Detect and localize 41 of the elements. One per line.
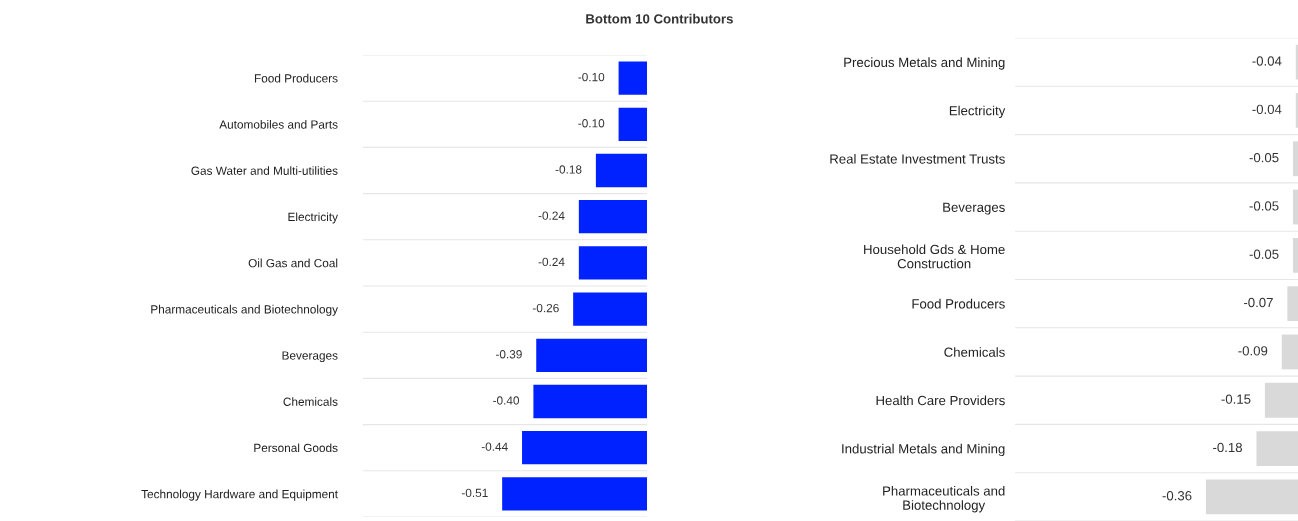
data-label: -0.07	[1243, 297, 1273, 308]
data-label: -0.18	[1213, 442, 1242, 453]
y-tick-label: Pharmaceuticals and Biotechnology	[151, 304, 338, 316]
data-label: -0.10	[578, 119, 605, 128]
y-tick-label: Technology Hardware and Equipment	[141, 489, 338, 501]
y-tick-label: Food Producers	[912, 298, 1005, 309]
data-label: -0.24	[538, 257, 565, 267]
y-tick-label: Chemicals	[944, 347, 1005, 357]
y-tick-label: Personal Goods	[254, 443, 338, 453]
y-tick-label: Electricity	[288, 212, 338, 224]
data-label: -0.24	[538, 211, 565, 220]
y-tick-label: Industrial Metals and Mining	[842, 443, 1005, 457]
data-label: -0.04	[1252, 56, 1282, 66]
y-tick-label: Oil Gas and Coal	[248, 258, 338, 268]
y-tick-label: Real Estate Investment Trusts	[830, 153, 1005, 164]
data-label: -0.05	[1249, 152, 1279, 163]
data-label: -0.44	[481, 442, 508, 451]
data-label: -0.04	[1252, 104, 1282, 114]
data-label: -0.26	[532, 303, 559, 313]
y-tick-label: Precious Metals and Mining	[844, 57, 1005, 70]
data-label: -0.10	[578, 72, 605, 82]
y-tick-label: Health Care Providers	[876, 395, 1005, 406]
data-label: -0.51	[461, 488, 488, 498]
y-tick-label: Pharmaceuticals and Biotechnology	[883, 485, 1005, 513]
y-tick-label: Food Producers	[254, 73, 338, 83]
data-label: -0.05	[1249, 249, 1279, 259]
y-tick-label: Chemicals	[283, 397, 338, 406]
data-label: -0.15	[1221, 394, 1251, 404]
y-tick-label: Gas Water and Multi-utilities	[191, 166, 338, 175]
y-tick-label: Automobiles and Parts	[219, 120, 338, 129]
chart-title: Bottom 10 Contributors	[586, 13, 733, 24]
y-tick-label: Beverages	[943, 202, 1005, 215]
y-tick-label: Beverages	[282, 351, 338, 363]
data-label: -0.05	[1249, 201, 1279, 211]
data-label: -0.39	[495, 350, 522, 359]
data-label: -0.40	[493, 396, 520, 405]
y-tick-label: Electricity	[949, 105, 1006, 118]
data-label: -0.36	[1162, 491, 1192, 501]
data-label: -0.09	[1238, 346, 1268, 356]
y-tick-label: Household Gds & Home Construction	[864, 244, 1005, 269]
data-label: -0.18	[555, 165, 582, 174]
